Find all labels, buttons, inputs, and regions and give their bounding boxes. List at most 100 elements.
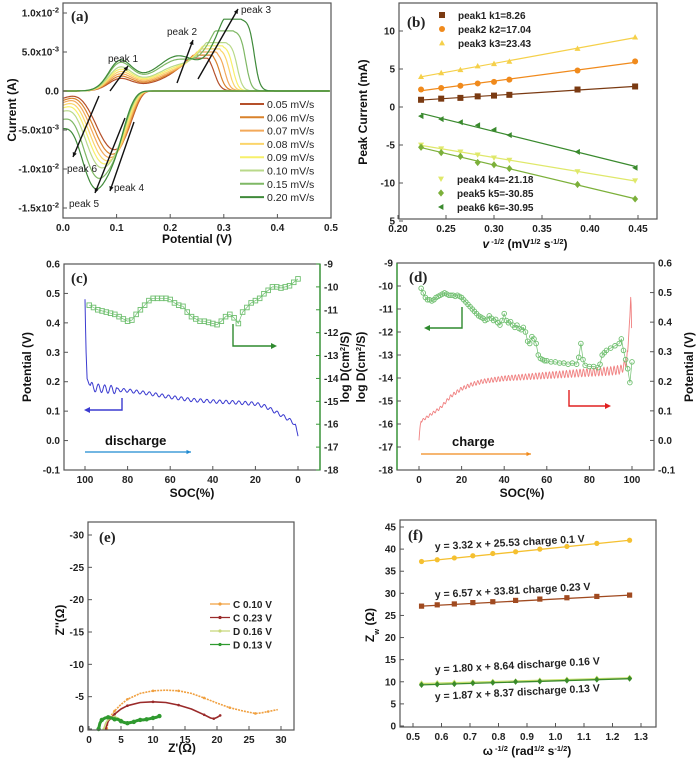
discharge-arrow-head (186, 449, 191, 455)
data-point (451, 680, 457, 688)
data-point (506, 132, 512, 139)
y-tick-label: 0.5 (658, 288, 672, 299)
panel-label: (c) (71, 271, 88, 287)
peak4-arrow (109, 121, 135, 192)
logD-point (420, 290, 427, 296)
logD-point (295, 276, 301, 282)
logD-point (576, 354, 582, 361)
logD-point (629, 359, 635, 365)
fit-line (420, 147, 636, 200)
x-tick-label: 100 (77, 475, 94, 486)
data-point (151, 700, 155, 704)
data-point (506, 76, 513, 83)
right-axis-indicator-head (605, 403, 611, 409)
legend-label: peak1 k1=8.26 (458, 11, 526, 22)
data-point (564, 543, 570, 550)
data-point (418, 681, 425, 688)
data-point (537, 678, 543, 685)
data-point (506, 164, 513, 173)
x-tick-label: 0 (295, 475, 301, 486)
x-tick-label: 80 (584, 475, 596, 486)
logD-point (290, 279, 297, 286)
data-point (434, 681, 440, 688)
data-point (470, 600, 476, 606)
y-axis-label: Z''(Ω) (53, 605, 67, 636)
y-axis-label: log D(cm2/S) (354, 332, 369, 403)
y-tick-label: -13 (379, 351, 394, 362)
y-tick-label: 5 (389, 217, 395, 228)
x-tick-label: 0.35 (532, 224, 552, 235)
plot-frame (398, 2, 658, 220)
data-point (418, 73, 425, 79)
y-tick-label: 0.5 (46, 289, 60, 300)
y-tick-label: -0.1 (658, 466, 676, 477)
logD-point (261, 291, 267, 297)
y-tick-label: -10 (70, 660, 85, 671)
x-axis-label: v -1/2 (mV1/2 s-1/2) (482, 237, 567, 252)
data-point (202, 696, 206, 700)
y-tick-label: 5 (389, 65, 395, 76)
y-tick-label: 0.6 (658, 259, 672, 270)
y-tick-label: -0.1 (43, 466, 61, 477)
y-tick-label: 0.1 (46, 407, 60, 418)
y-tick-label: -14 (379, 374, 394, 385)
x-tick-label: 0.0 (56, 223, 70, 234)
logD-point (231, 315, 237, 321)
legend-marker (438, 189, 444, 197)
peak5-arrow (94, 117, 126, 194)
panel-label: (d) (409, 270, 427, 286)
y-tick-label: -15 (379, 397, 394, 408)
y-tick-label: -17 (379, 443, 394, 454)
legend-marker (438, 204, 444, 210)
logD-point (133, 311, 139, 318)
logD-point (141, 302, 148, 308)
y-tick-label: 35 (385, 567, 397, 578)
x-tick-label: 1.3 (634, 732, 648, 743)
y-tick-label: -12 (324, 328, 339, 339)
fit-equation-label: y = 1.87 x + 8.37 discharge 0.13 V (435, 682, 601, 703)
data-point (474, 93, 481, 100)
data-point (632, 58, 639, 65)
y-tick-label: 0.4 (658, 318, 672, 329)
data-point (594, 540, 600, 546)
x-tick-label: 1.0 (549, 732, 563, 743)
logD-point (137, 307, 144, 313)
data-point (118, 719, 124, 724)
data-point (113, 712, 116, 716)
x-tick-label: 100 (624, 475, 641, 486)
logD-point (239, 309, 246, 315)
y-axis-label: Potential (V) (20, 332, 34, 402)
y-axis-label-right: Potential (V) (682, 332, 696, 402)
x-tick-label: 10 (147, 735, 159, 746)
data-point (632, 164, 638, 171)
data-point (574, 169, 581, 175)
x-tick-label: 40 (499, 475, 511, 486)
data-point (457, 66, 464, 73)
cv-anodic-6 (63, 30, 330, 92)
left-axis-indicator (427, 307, 463, 329)
data-point (474, 122, 481, 129)
legend-marker (218, 602, 222, 606)
data-point (177, 689, 180, 693)
x-tick-label: 0.30 (484, 224, 504, 235)
legend-marker (439, 26, 445, 32)
logD-point (603, 347, 610, 354)
y-tick-label: -11 (379, 305, 393, 316)
x-tick-label: 0.20 (388, 224, 408, 235)
y-tick-label: 15 (385, 655, 397, 666)
plot-frame (63, 263, 321, 471)
panel-label: (b) (407, 15, 425, 31)
peak1-arrow-head (123, 66, 128, 71)
y-tick-label: 5.0x10-3 (22, 44, 59, 59)
y-tick-label: 0.4 (46, 318, 60, 329)
y-tick-label: 0.0 (45, 87, 59, 98)
x-tick-label: 0.8 (492, 732, 506, 743)
legend-marker (218, 629, 222, 633)
x-axis-label: SOC(%) (500, 486, 545, 500)
data-point (99, 717, 105, 723)
x-tick-label: 15 (179, 735, 191, 746)
panel-label: (f) (408, 528, 423, 544)
y-axis-label: Peak Current (mA) (356, 59, 370, 164)
data-point (564, 677, 570, 684)
logD-point (265, 287, 271, 294)
